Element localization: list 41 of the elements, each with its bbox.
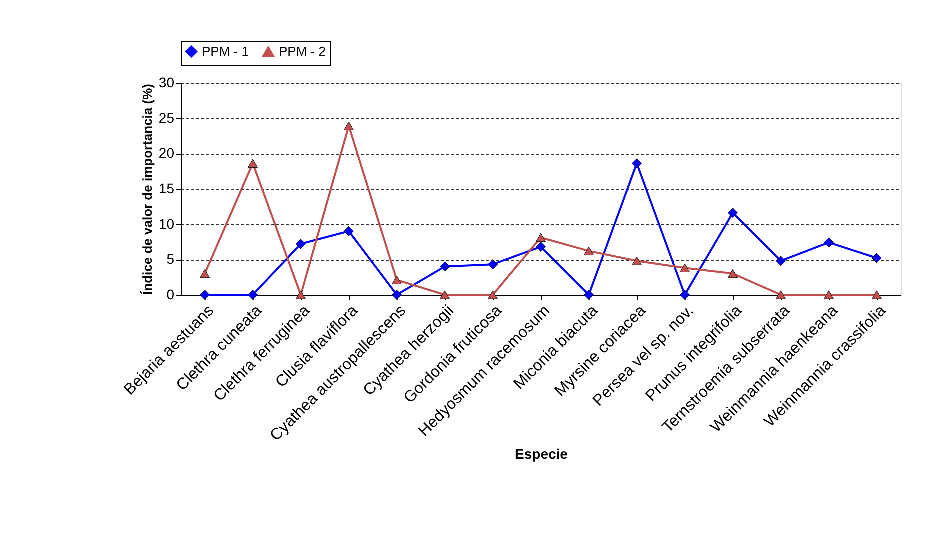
point: [488, 290, 498, 300]
y-tick-label: 15: [158, 180, 175, 196]
point: [584, 246, 594, 256]
point: [632, 158, 642, 169]
point: [392, 276, 402, 285]
point: [680, 290, 690, 300]
point: [200, 269, 210, 278]
point: [536, 233, 546, 242]
point: [344, 122, 354, 130]
point: [392, 290, 402, 300]
point: [680, 264, 690, 273]
y-tick-label: 10: [158, 216, 175, 232]
point: [824, 290, 834, 300]
y-tick-label: 20: [158, 145, 175, 162]
y-tick-label: 5: [166, 251, 175, 268]
y-tick-label: 30: [158, 74, 175, 90]
point: [824, 238, 834, 248]
point: [872, 253, 882, 264]
point: [728, 208, 738, 218]
point: [872, 290, 882, 300]
point: [488, 260, 498, 270]
y-tick-label: 0: [166, 286, 175, 302]
legend-label: PPM - 1: [202, 44, 249, 59]
point: [248, 290, 258, 300]
point: [632, 256, 642, 266]
point: [776, 256, 786, 266]
point: [776, 290, 786, 300]
y-tick-label: 25: [158, 110, 175, 126]
point: [440, 262, 450, 272]
y-axis-title: Índice de valor de importancia (%): [140, 84, 155, 295]
point: [728, 269, 738, 278]
point: [200, 290, 210, 300]
point: [296, 239, 306, 250]
point: [344, 226, 354, 236]
point: [296, 290, 306, 300]
point: [584, 290, 594, 300]
point: [248, 159, 258, 168]
point: [536, 242, 546, 252]
legend-label: PPM - 2: [279, 44, 326, 60]
point: [440, 290, 450, 300]
x-axis-title: Especie: [515, 446, 568, 462]
